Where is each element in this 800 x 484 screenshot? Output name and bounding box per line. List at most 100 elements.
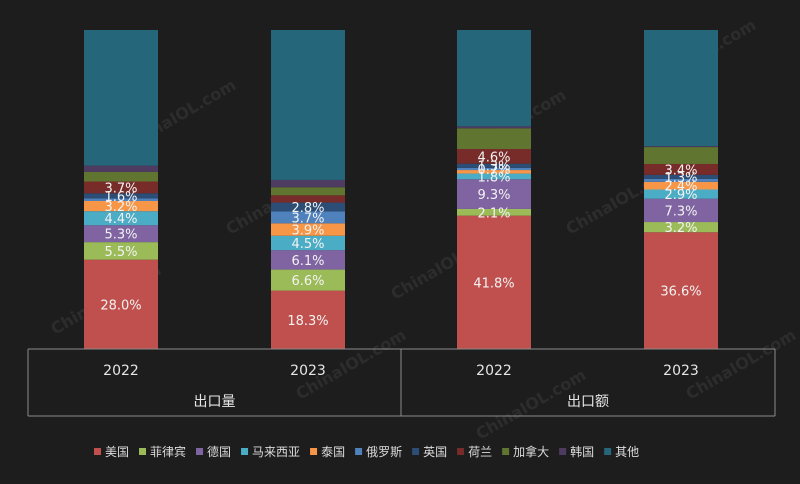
- legend-item: 英国: [412, 445, 447, 459]
- bars: [84, 30, 718, 349]
- bar-segment-6-0: [84, 193, 158, 199]
- bar-segment-2-2: [457, 179, 531, 209]
- bar-segment-4-1: [271, 223, 345, 236]
- bar-segment-8-3: [644, 147, 718, 164]
- bar-segment-4-0: [84, 200, 158, 212]
- legend-label: 加拿大: [513, 444, 549, 459]
- data-label-1-1: 6.6%: [291, 274, 324, 289]
- legend-label: 俄罗斯: [366, 445, 402, 459]
- legend-label: 荷兰: [468, 445, 492, 459]
- data-label-4-0: 3.2%: [104, 200, 137, 215]
- segment-labels: 28.0%5.5%5.3%4.4%3.2%1.6%3.7%18.3%6.6%6.…: [100, 150, 701, 328]
- bar-segment-2-0: [84, 225, 158, 243]
- legend-label: 其他: [615, 445, 639, 459]
- legend-swatch: [502, 448, 510, 455]
- bar-segment-9-0: [84, 165, 158, 172]
- bar-segment-1-1: [271, 269, 345, 291]
- legend: 美国 菲律宾 德国 马来西亚 泰国 俄罗斯 英国 荷兰 加拿大 韩国 其他: [94, 444, 639, 459]
- legend-item: 俄罗斯: [355, 445, 402, 459]
- bar-segment-10-0: [84, 30, 158, 166]
- data-label-0-2: 41.8%: [473, 276, 514, 291]
- legend-swatch: [559, 448, 567, 455]
- bar-segment-2-3: [644, 198, 718, 223]
- bar-segment-2-1: [271, 250, 345, 270]
- bar-segment-5-0: [84, 198, 158, 201]
- x-tick-label: 2023: [290, 363, 326, 379]
- legend-swatch: [310, 448, 318, 455]
- data-label-0-1: 18.3%: [287, 314, 328, 329]
- data-label-2-3: 7.3%: [664, 204, 697, 219]
- legend-item: 美国: [94, 445, 129, 459]
- bar-segment-7-1: [271, 195, 345, 203]
- legend-label: 韩国: [570, 444, 594, 459]
- data-label-0-0: 28.0%: [100, 298, 141, 313]
- data-label-6-3: 1.3%: [664, 171, 697, 186]
- bar-segment-8-0: [84, 171, 158, 182]
- bar-segment-9-1: [271, 179, 345, 188]
- bar-segment-0-0: [84, 259, 158, 349]
- legend-swatch: [139, 448, 147, 455]
- bar-segment-0-3: [644, 232, 718, 349]
- group-label: 出口量: [194, 394, 236, 410]
- data-label-3-1: 4.5%: [291, 237, 324, 252]
- legend-swatch: [241, 448, 249, 455]
- legend-item: 荷兰: [457, 445, 492, 459]
- data-label-1-0: 5.5%: [104, 245, 137, 260]
- bar-segment-0-1: [271, 290, 345, 349]
- legend-item: 其他: [604, 445, 639, 459]
- bar-segment-0-2: [457, 215, 531, 349]
- bar-segment-5-2: [457, 167, 531, 171]
- bar-segment-7-2: [457, 148, 531, 164]
- bar-segment-9-2: [457, 126, 531, 129]
- bar-segment-10-3: [644, 30, 718, 147]
- bar-segment-3-3: [644, 189, 718, 199]
- data-label-1-2: 2.1%: [477, 206, 510, 221]
- data-label-7-2: 4.6%: [477, 150, 510, 165]
- data-label-2-2: 9.3%: [477, 188, 510, 203]
- bar-segment-8-2: [457, 128, 531, 149]
- legend-swatch: [196, 448, 204, 455]
- legend-swatch: [412, 448, 420, 455]
- legend-swatch: [604, 448, 612, 455]
- bar-segment-4-2: [457, 170, 531, 174]
- bar-segment-6-3: [644, 174, 718, 179]
- data-label-0-3: 36.6%: [660, 285, 701, 300]
- bar-segment-8-1: [271, 187, 345, 196]
- bar-segment-10-2: [457, 30, 531, 127]
- bar-segment-6-1: [271, 202, 345, 212]
- bar-segment-1-2: [457, 208, 531, 216]
- data-label-3-0: 4.4%: [104, 212, 137, 227]
- bar-segment-1-3: [644, 222, 718, 233]
- legend-label: 马来西亚: [252, 445, 300, 459]
- legend-swatch: [355, 448, 363, 455]
- legend-item: 德国: [196, 444, 231, 459]
- data-label-7-3: 3.4%: [664, 163, 697, 178]
- data-label-1-3: 3.2%: [664, 221, 697, 236]
- bar-segment-6-2: [457, 163, 531, 168]
- data-label-2-0: 5.3%: [104, 228, 137, 243]
- legend-swatch: [457, 448, 465, 455]
- legend-item: 泰国: [310, 445, 345, 459]
- group-label: 出口额: [567, 394, 609, 410]
- bar-segment-4-3: [644, 181, 718, 190]
- data-label-4-1: 3.9%: [291, 224, 324, 239]
- legend-item: 加拿大: [502, 444, 549, 459]
- data-label-5-2: 0.7%: [477, 163, 510, 178]
- bar-segment-7-0: [84, 181, 158, 194]
- x-tick-label: 2022: [476, 363, 512, 379]
- bar-segment-1-0: [84, 242, 158, 260]
- x-tick-label: 2022: [103, 363, 139, 379]
- bar-segment-3-2: [457, 173, 531, 180]
- data-label-3-3: 2.9%: [664, 188, 697, 203]
- legend-label: 美国: [105, 445, 129, 459]
- legend-item: 菲律宾: [139, 444, 186, 459]
- bar-segment-3-0: [84, 211, 158, 226]
- x-tick-label: 2023: [663, 363, 699, 379]
- legend-item: 韩国: [559, 444, 594, 459]
- bar-segment-5-1: [271, 211, 345, 224]
- data-label-7-0: 3.7%: [104, 181, 137, 196]
- data-label-6-0: 1.6%: [104, 190, 137, 205]
- legend-label: 德国: [207, 444, 231, 459]
- data-label-6-1: 2.8%: [291, 201, 324, 216]
- bar-segment-10-1: [271, 30, 345, 180]
